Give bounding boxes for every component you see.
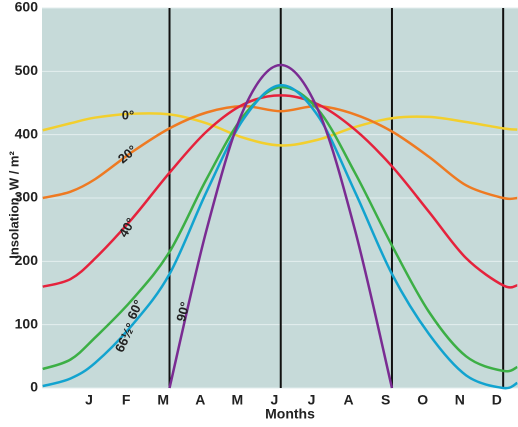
series-line: [42, 84, 518, 390]
series-label: 0°: [122, 107, 134, 122]
x-tick-label: M: [157, 392, 169, 408]
x-tick-label: D: [492, 392, 502, 408]
x-axis-label: Months: [265, 406, 315, 422]
series-line: [42, 94, 518, 289]
series-line: [42, 85, 518, 373]
series-label: 90°: [173, 300, 193, 323]
y-tick-label: 200: [15, 252, 39, 268]
x-tick-label: J: [308, 392, 316, 408]
x-tick-label: A: [344, 392, 354, 408]
y-tick-label: 0: [30, 379, 38, 395]
series-line: [42, 112, 518, 147]
y-tick-label: 300: [15, 189, 39, 205]
series-line: [168, 63, 394, 389]
x-tick-label: N: [455, 392, 465, 408]
x-tick-label: J: [271, 392, 279, 408]
y-axis-label: Insolation, W / m²: [6, 151, 21, 259]
y-tick-label: 500: [15, 62, 39, 78]
y-tick-label: 400: [15, 125, 39, 141]
x-tick-label: A: [195, 392, 205, 408]
x-tick-label: J: [85, 392, 93, 408]
y-tick-label: 100: [15, 315, 39, 331]
x-tick-label: S: [381, 392, 390, 408]
x-tick-label: F: [122, 392, 131, 408]
x-tick-label: O: [417, 392, 428, 408]
series-line: [42, 104, 518, 201]
y-tick-label: 600: [15, 0, 39, 15]
x-tick-label: M: [232, 392, 244, 408]
